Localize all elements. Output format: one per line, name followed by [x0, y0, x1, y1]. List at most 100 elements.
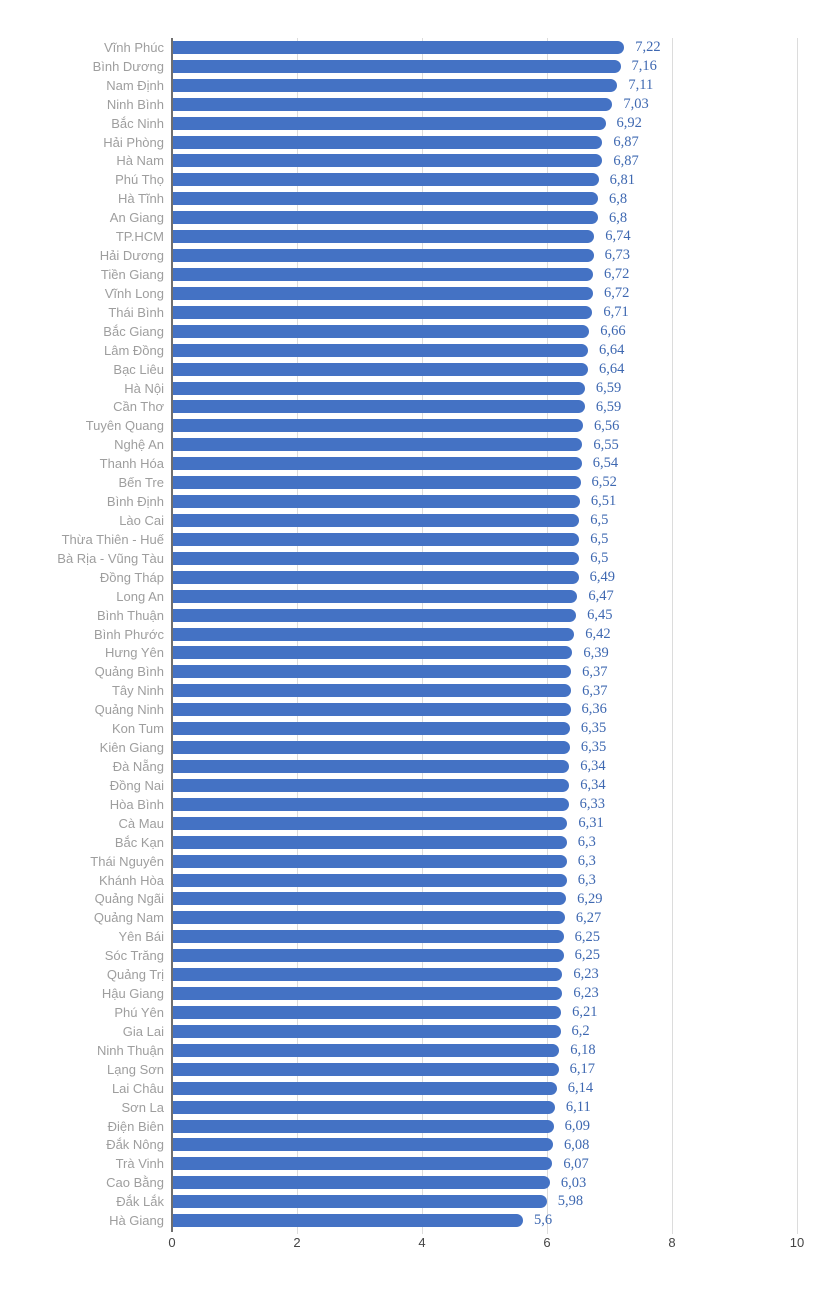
- category-label: Lai Châu: [111, 1080, 164, 1096]
- category-label: Quảng Ninh: [94, 702, 164, 718]
- x-axis-tick-labels: 0 2 4 6 8 10: [168, 1235, 804, 1256]
- bar: [173, 570, 579, 584]
- plot-area: 7,22 7,16 7,11 7,03 6,92 6,87 6,87 6,81 6,8 6,8 6,…: [171, 38, 798, 1234]
- value-label: 6,64: [599, 341, 625, 358]
- category-label: Đắk Lắk: [116, 1194, 164, 1210]
- bar: [173, 608, 577, 622]
- bar: [173, 1005, 562, 1019]
- x-tick-label: 6: [543, 1235, 551, 1250]
- bar-row: 6,29: [173, 889, 798, 908]
- bar: [173, 949, 564, 963]
- y-axis-line: [171, 38, 173, 1232]
- category-label: Hòa Bình: [109, 796, 164, 812]
- bar: [173, 968, 563, 982]
- bar: [173, 1024, 561, 1038]
- bar-row: 6,5: [173, 549, 798, 568]
- bar-row: 6,08: [173, 1135, 798, 1154]
- bar-row: 6,39: [173, 644, 798, 663]
- value-label: 6,08: [564, 1136, 590, 1153]
- bar-row: 6,72: [173, 265, 798, 284]
- bar-row: 6,64: [173, 360, 798, 379]
- value-label: 6,3: [577, 852, 596, 869]
- bar-row: 6,56: [173, 416, 798, 435]
- bar-row: 6,45: [173, 606, 798, 625]
- bar: [173, 514, 580, 527]
- bar: [173, 1138, 553, 1152]
- category-label: Đồng Tháp: [99, 569, 164, 585]
- category-label: Thừa Thiên - Huế: [61, 531, 164, 547]
- bar: [173, 40, 625, 54]
- value-label: 6,23: [573, 966, 599, 983]
- bar: [173, 759, 570, 773]
- value-label: 7,11: [628, 77, 654, 94]
- bar: [173, 286, 593, 300]
- value-label: 6,5: [590, 531, 609, 548]
- bar: [173, 116, 606, 130]
- bar-row: 7,22: [173, 38, 798, 57]
- value-label: 6,17: [569, 1060, 595, 1077]
- bar: [173, 1214, 523, 1228]
- value-label: 6,34: [580, 777, 606, 794]
- category-label: Bình Dương: [92, 58, 164, 74]
- category-label: Đồng Nai: [109, 777, 164, 793]
- category-label: Tây Ninh: [111, 683, 164, 699]
- bar-row: 6,23: [173, 965, 798, 984]
- category-label: Hậu Giang: [101, 986, 164, 1002]
- bar-row: 6,3: [173, 852, 798, 871]
- bar: [173, 532, 580, 546]
- bar: [173, 911, 565, 925]
- value-label: 6,3: [577, 871, 596, 888]
- bar: [173, 816, 568, 830]
- category-label: Bến Tre: [118, 475, 164, 491]
- bar: [173, 684, 572, 698]
- bar: [173, 305, 593, 319]
- bar-row: 6,49: [173, 568, 798, 587]
- category-label: Khánh Hòa: [98, 872, 164, 888]
- category-label: TP.HCM: [115, 229, 164, 245]
- bar-row: 7,16: [173, 57, 798, 76]
- bar-row: 6,36: [173, 700, 798, 719]
- category-label: Nam Định: [106, 77, 164, 93]
- value-label: 6,87: [613, 152, 639, 169]
- category-label: Quảng Nam: [93, 910, 164, 926]
- bar-row: 6,03: [173, 1173, 798, 1192]
- x-tick-label: 0: [168, 1235, 176, 1250]
- category-label: Kon Tum: [111, 721, 164, 737]
- value-label: 6,59: [595, 398, 622, 415]
- value-label: 6,09: [564, 1117, 590, 1134]
- bar-row: 6,5: [173, 511, 798, 530]
- category-label: Phú Yên: [114, 1004, 164, 1020]
- category-label: Hải Phòng: [103, 134, 164, 150]
- bar: [173, 249, 594, 263]
- value-label: 6,74: [605, 228, 631, 245]
- category-label: Ninh Thuận: [97, 1042, 164, 1058]
- bar-row: 6,73: [173, 246, 798, 265]
- bar-row: 6,25: [173, 927, 798, 946]
- bar-row: 6,71: [173, 303, 798, 322]
- value-label: 6,25: [574, 928, 600, 945]
- value-label: 5,98: [557, 1193, 584, 1210]
- bar-row: 6,37: [173, 662, 798, 681]
- category-label: Thanh Hóa: [99, 456, 164, 472]
- value-label: 5,6: [534, 1212, 553, 1229]
- bar-row: 6,33: [173, 795, 798, 814]
- bar: [173, 1062, 559, 1076]
- bar-row: 6,59: [173, 379, 798, 398]
- bar: [173, 665, 572, 679]
- x-tick-label: 2: [293, 1235, 301, 1250]
- category-label: Yên Bái: [118, 929, 164, 945]
- value-label: 6,42: [585, 625, 611, 642]
- bar-row: 6,14: [173, 1079, 798, 1098]
- bar-row: 6,52: [173, 473, 798, 492]
- bar: [173, 1043, 560, 1057]
- bar: [173, 589, 578, 603]
- value-label: 6,73: [604, 247, 630, 264]
- value-label: 6,92: [616, 114, 642, 131]
- bar-row: 6,31: [173, 814, 798, 833]
- value-label: 6,31: [578, 815, 604, 831]
- bar: [173, 230, 595, 244]
- bar-row: 6,54: [173, 454, 798, 473]
- category-label: Thái Nguyên: [90, 853, 164, 869]
- bar: [173, 551, 580, 565]
